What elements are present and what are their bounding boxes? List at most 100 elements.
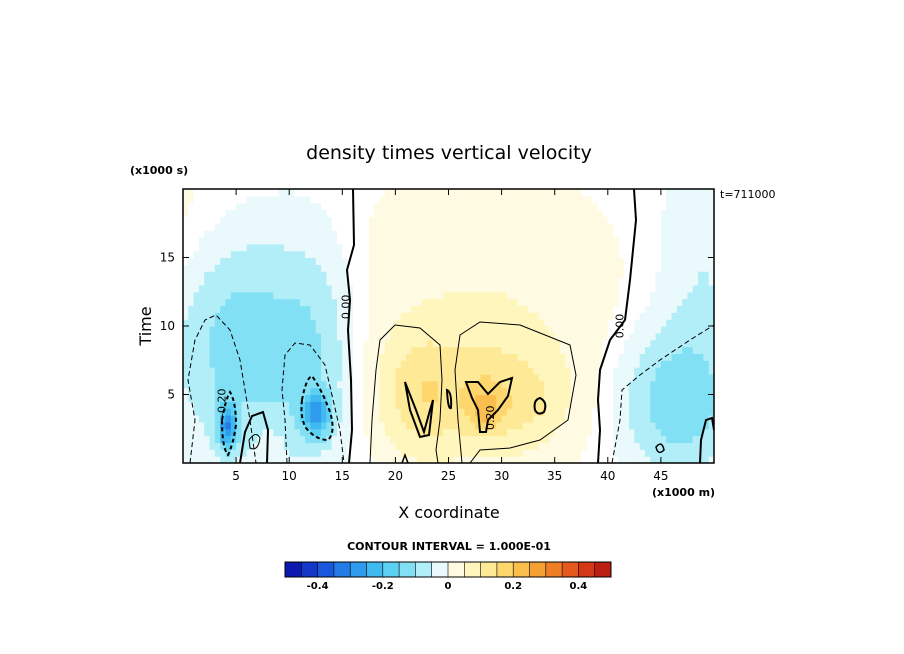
field-cell bbox=[374, 216, 381, 224]
field-cell bbox=[421, 326, 428, 334]
field-cell bbox=[682, 250, 689, 259]
field-cell bbox=[634, 415, 641, 423]
field-cell bbox=[363, 278, 370, 286]
field-cell bbox=[469, 278, 476, 286]
field-cell bbox=[485, 367, 492, 375]
field-cell bbox=[198, 360, 205, 368]
colorbar-swatch bbox=[431, 562, 449, 577]
field-cell bbox=[485, 456, 492, 463]
field-cell bbox=[352, 387, 359, 396]
field-cell bbox=[687, 387, 694, 396]
field-cell bbox=[437, 223, 444, 231]
y-tick-label: 5 bbox=[167, 388, 175, 402]
field-cell bbox=[406, 408, 412, 416]
field-cell bbox=[241, 195, 248, 204]
field-cell bbox=[634, 435, 641, 444]
field-cell bbox=[358, 291, 365, 300]
field-cell bbox=[273, 326, 280, 334]
field-cell bbox=[687, 305, 694, 313]
field-cell bbox=[225, 243, 232, 252]
field-cell bbox=[347, 271, 354, 279]
field-cell bbox=[644, 250, 651, 259]
field-cell bbox=[283, 305, 290, 313]
field-cell bbox=[305, 387, 312, 396]
field-cell bbox=[629, 387, 635, 396]
field-cell bbox=[310, 332, 317, 341]
field-cell bbox=[575, 435, 582, 444]
field-cell bbox=[528, 373, 535, 382]
field-cell bbox=[560, 421, 566, 430]
field-cell bbox=[310, 271, 317, 279]
field-cell bbox=[639, 216, 646, 224]
field-cell bbox=[299, 250, 306, 259]
field-cell bbox=[299, 380, 306, 389]
field-cell bbox=[544, 223, 550, 231]
field-cell bbox=[671, 264, 678, 272]
field-cell bbox=[198, 278, 205, 286]
field-cell bbox=[246, 298, 253, 307]
field-cell bbox=[650, 373, 657, 382]
field-cell bbox=[283, 394, 290, 402]
field-cell bbox=[220, 298, 227, 307]
field-cell bbox=[666, 312, 673, 320]
field-cell bbox=[278, 367, 285, 375]
field-cell bbox=[565, 353, 572, 361]
field-cell bbox=[581, 189, 588, 197]
field-cell bbox=[459, 442, 466, 450]
field-cell bbox=[204, 189, 211, 197]
field-cell bbox=[368, 387, 375, 396]
field-cell bbox=[267, 298, 274, 307]
field-cell bbox=[193, 236, 200, 245]
field-cell bbox=[427, 442, 434, 450]
field-cell bbox=[565, 319, 572, 327]
field-cell bbox=[629, 230, 635, 238]
field-cell bbox=[214, 209, 221, 217]
field-cell bbox=[575, 387, 582, 396]
field-cell bbox=[459, 428, 466, 437]
field-cell bbox=[331, 216, 338, 224]
field-cell bbox=[347, 339, 354, 348]
field-cell bbox=[533, 415, 540, 423]
field-cell bbox=[236, 421, 243, 430]
field-cell bbox=[363, 312, 370, 320]
field-cell bbox=[565, 243, 572, 252]
field-cell bbox=[225, 291, 232, 300]
field-cell bbox=[671, 456, 678, 463]
field-cell bbox=[480, 442, 487, 450]
field-cell bbox=[644, 243, 651, 252]
field-cell bbox=[501, 312, 508, 320]
field-cell bbox=[395, 189, 402, 197]
field-cell bbox=[676, 264, 683, 272]
field-cell bbox=[597, 319, 604, 327]
field-cell bbox=[368, 298, 375, 307]
field-cell bbox=[533, 401, 540, 409]
field-cell bbox=[453, 380, 460, 389]
field-cell bbox=[262, 250, 269, 259]
field-cell bbox=[544, 394, 550, 402]
field-cell bbox=[554, 305, 561, 313]
field-cell bbox=[512, 360, 519, 368]
field-cell bbox=[623, 353, 630, 361]
field-cell bbox=[538, 312, 545, 320]
field-cell bbox=[602, 408, 609, 416]
field-cell bbox=[400, 415, 407, 423]
field-cell bbox=[267, 264, 274, 272]
field-cell bbox=[544, 319, 550, 327]
field-cell bbox=[331, 250, 338, 259]
field-cell bbox=[650, 442, 657, 450]
field-cell bbox=[262, 360, 269, 368]
field-cell bbox=[485, 291, 492, 300]
field-cell bbox=[183, 394, 189, 402]
field-cell bbox=[570, 415, 577, 423]
field-cell bbox=[475, 387, 481, 396]
field-cell bbox=[384, 305, 391, 313]
field-cell bbox=[294, 195, 301, 204]
field-cell bbox=[374, 367, 381, 375]
field-cell bbox=[183, 319, 189, 327]
field-cell bbox=[613, 202, 620, 211]
colorbar-swatch bbox=[399, 562, 416, 577]
field-cell bbox=[459, 394, 466, 402]
field-cell bbox=[485, 305, 492, 313]
field-cell bbox=[230, 189, 237, 197]
field-cell bbox=[358, 380, 365, 389]
